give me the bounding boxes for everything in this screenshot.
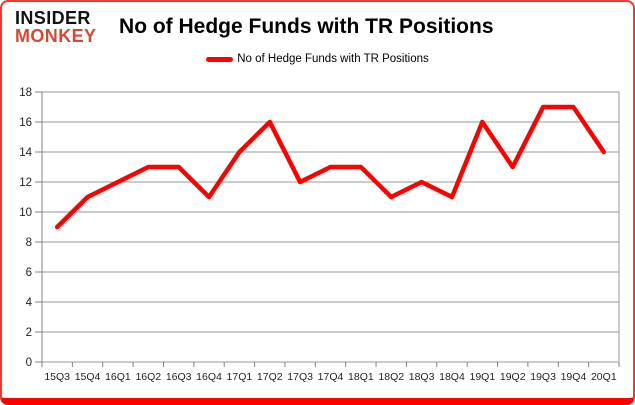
y-tick-label: 8 (26, 237, 32, 249)
logo-text-insider: INSIDER (15, 8, 91, 28)
y-tick-label: 2 (26, 327, 32, 339)
x-tick-label: 20Q1 (591, 371, 617, 383)
x-tick-label: 15Q3 (44, 371, 70, 383)
y-tick-label: 12 (19, 177, 32, 189)
y-tick-label: 10 (19, 207, 32, 219)
x-tick-label: 19Q4 (561, 371, 587, 383)
x-tick-label: 16Q4 (196, 371, 222, 383)
x-tick-label: 15Q4 (75, 371, 101, 383)
y-tick-label: 4 (26, 297, 33, 309)
y-tick-label: 14 (19, 147, 32, 159)
x-tick-label: 19Q3 (530, 371, 556, 383)
x-tick-label: 19Q1 (469, 371, 495, 383)
x-tick-label: 18Q3 (409, 371, 435, 383)
x-tick-label: 16Q3 (166, 371, 192, 383)
logo-text-monkey: MONKEY (15, 25, 97, 46)
y-tick-label: 18 (19, 87, 32, 99)
x-tick-label: 16Q1 (105, 371, 131, 383)
x-tick-label: 17Q1 (227, 371, 253, 383)
x-tick-label: 16Q2 (135, 371, 161, 383)
insider-monkey-logo: INSIDER MONKEY (15, 8, 97, 46)
y-tick-label: 0 (26, 357, 32, 369)
x-tick-label: 19Q2 (500, 371, 526, 383)
legend-label: No of Hedge Funds with TR Positions (237, 53, 429, 65)
x-tick-label: 17Q4 (318, 371, 344, 383)
legend-line-swatch (206, 56, 234, 62)
line-chart: 0 2 4 6 8 10 12 14 16 18 15Q3 15Q4 16Q1 16Q2 16Q3 16Q4 1… (19, 87, 620, 383)
y-tick-label: 6 (26, 267, 32, 279)
x-tick-label: 17Q3 (287, 371, 313, 383)
y-tick-label: 16 (19, 117, 32, 129)
chart-title: No of Hedge Funds with TR Positions (119, 15, 494, 38)
legend: No of Hedge Funds with TR Positions (2, 53, 633, 65)
x-tick-label: 17Q2 (257, 371, 283, 383)
series-line (54, 104, 607, 230)
x-tick-label: 18Q2 (378, 371, 404, 383)
x-tick-label: 18Q1 (348, 371, 374, 383)
x-tick-label: 18Q4 (439, 371, 465, 383)
